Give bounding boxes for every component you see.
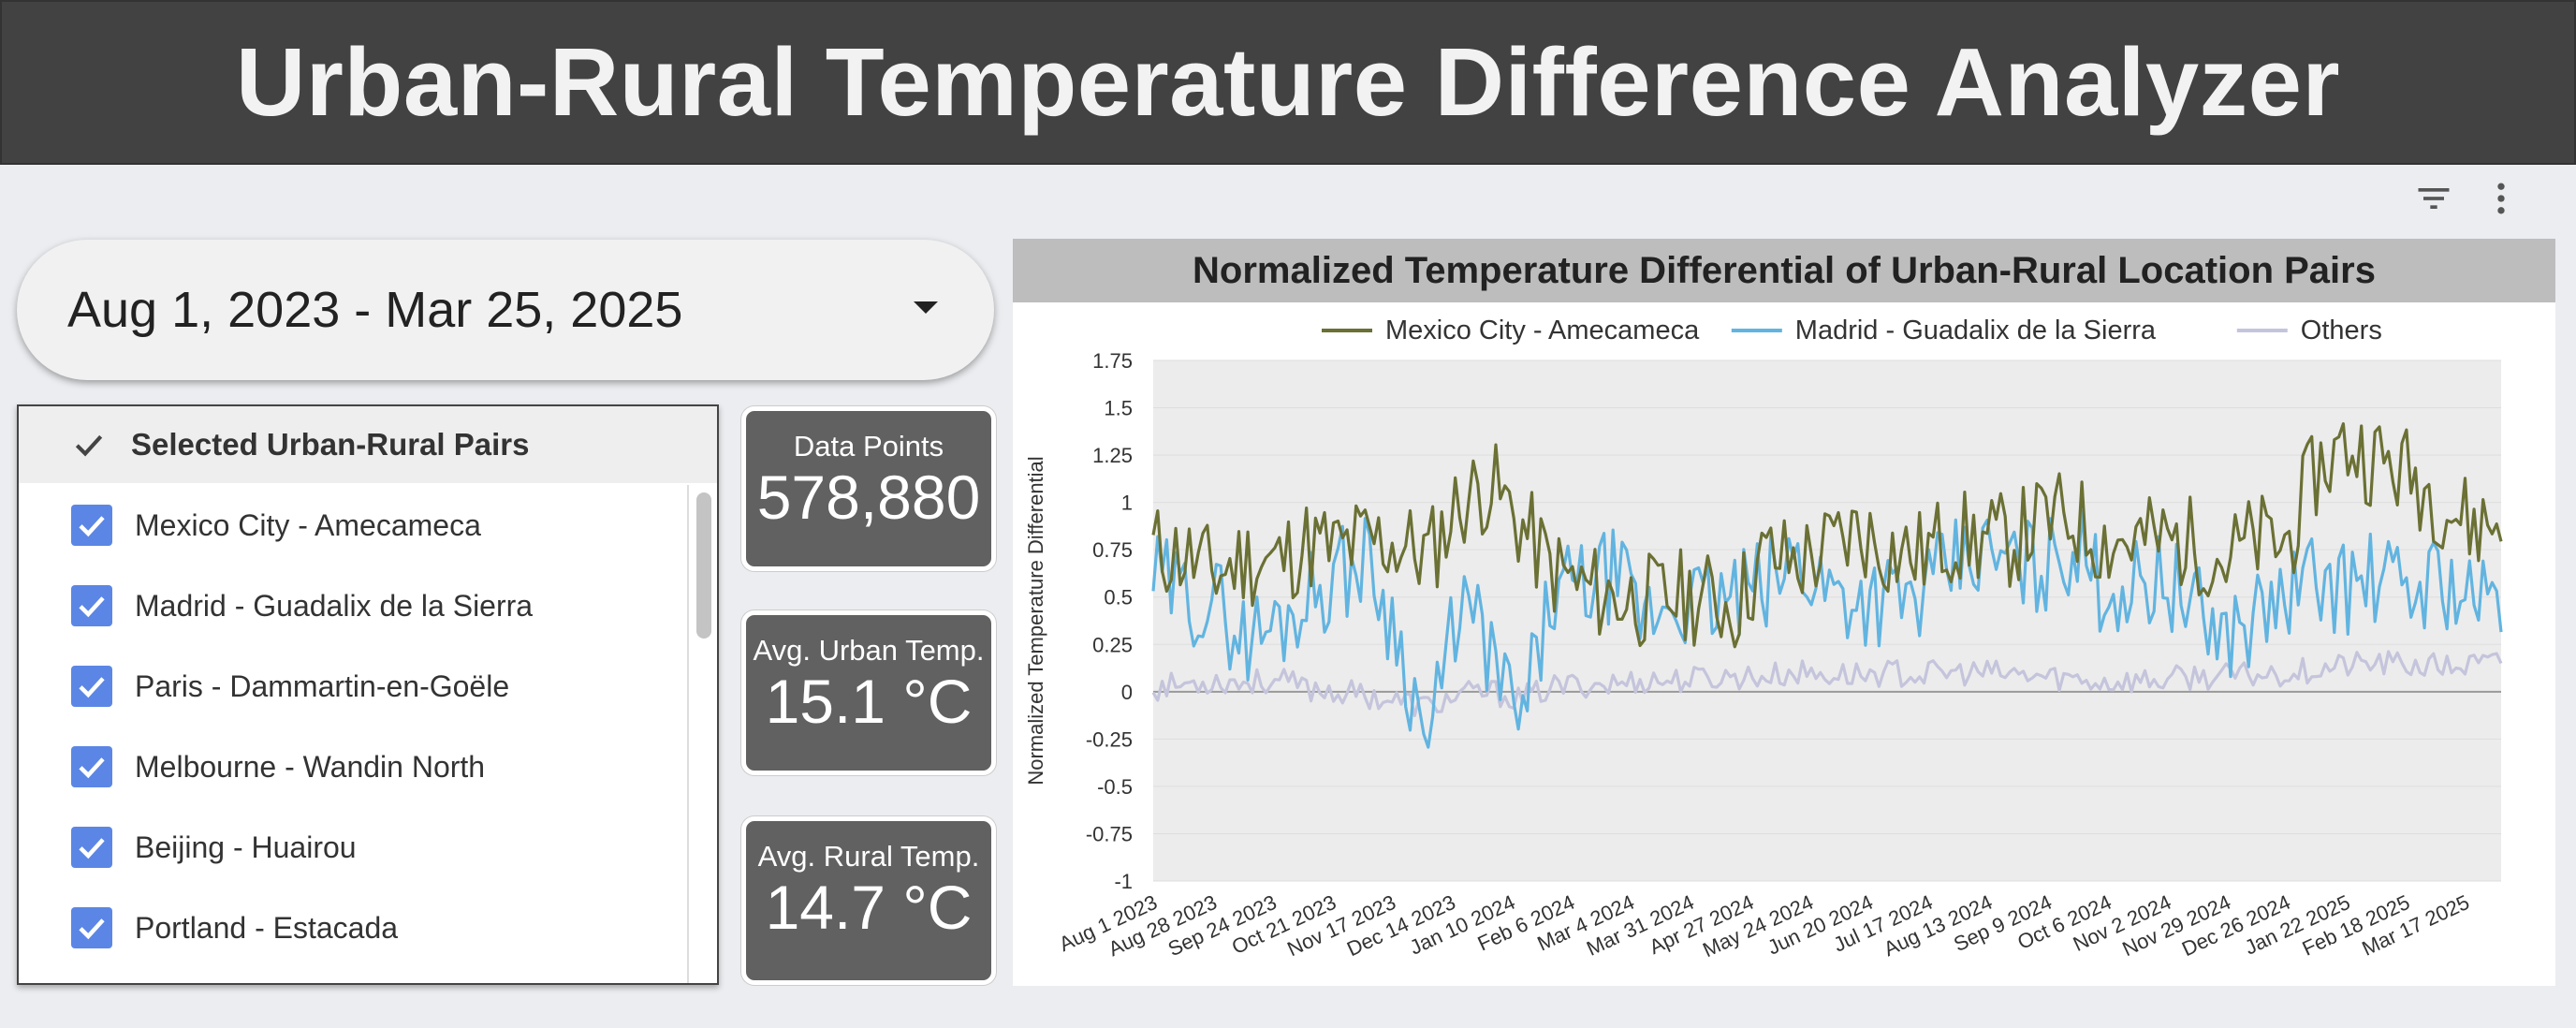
checkmark-icon: [79, 677, 105, 698]
y-tick-label: -0.5: [1097, 775, 1133, 799]
pair-item[interactable]: Paris - Dammartin-en-Goële: [19, 646, 685, 727]
pair-label: Melbourne - Wandin North: [135, 749, 486, 784]
app-header: Urban-Rural Temperature Difference Analy…: [0, 0, 2576, 165]
chart-title: Normalized Temperature Differential of U…: [1193, 249, 2376, 291]
pair-label: Paris - Dammartin-en-Goële: [135, 668, 510, 703]
pair-item[interactable]: Madrid - Guadalix de la Sierra: [19, 565, 685, 646]
pair-item[interactable]: Portland - Estacada: [19, 888, 685, 968]
pairs-selector: Selected Urban-Rural Pairs Mexico City -…: [17, 404, 719, 985]
legend-label: Madrid - Guadalix de la Sierra: [1795, 316, 2157, 345]
kpi-value: 15.1 °C: [765, 667, 973, 736]
more-vert-icon[interactable]: [2481, 178, 2522, 219]
pairs-title: Selected Urban-Rural Pairs: [131, 427, 530, 462]
chart-card: Normalized Temperature Differential of U…: [1013, 239, 2555, 986]
pair-label: Portland - Estacada: [135, 910, 399, 945]
legend-label: Others: [2301, 316, 2382, 345]
checkmark-icon: [79, 757, 105, 779]
series-line: [1151, 650, 2503, 717]
checkbox[interactable]: [71, 827, 112, 868]
chart-title-bar: Normalized Temperature Differential of U…: [1013, 239, 2555, 302]
scrollbar-thumb[interactable]: [696, 492, 711, 639]
checkmark-icon: [79, 918, 105, 940]
y-tick-label: -0.25: [1086, 727, 1133, 751]
dropdown-arrow-icon[interactable]: [914, 301, 938, 314]
checkmark-icon: [75, 434, 103, 457]
kpi-label: Avg. Rural Temp.: [757, 840, 980, 873]
checkmark-icon: [79, 838, 105, 859]
checkbox[interactable]: [71, 746, 112, 787]
kpi-avg-urban-temp: Avg. Urban Temp. 15.1 °C: [741, 610, 996, 775]
checkbox[interactable]: [71, 666, 112, 707]
kpi-avg-rural-temp: Avg. Rural Temp. 14.7 °C: [741, 816, 996, 985]
y-tick-label: 1: [1121, 492, 1133, 515]
y-tick-label: 0.75: [1092, 538, 1133, 562]
y-tick-label: 1.75: [1092, 349, 1133, 373]
series-line: [1151, 422, 2503, 649]
pair-item[interactable]: Melbourne - Wandin North: [19, 727, 685, 807]
date-range-picker[interactable]: Aug 1, 2023 - Mar 25, 2025: [17, 240, 994, 380]
y-tick-label: 0.25: [1092, 633, 1133, 656]
y-tick-label: -1: [1114, 870, 1133, 893]
plot-area: [1153, 360, 2501, 881]
y-tick-label: -0.75: [1086, 822, 1133, 845]
pair-label: Mexico City - Amecameca: [135, 507, 481, 542]
kpi-label: Avg. Urban Temp.: [753, 634, 985, 667]
pairs-header[interactable]: Selected Urban-Rural Pairs: [19, 406, 717, 483]
y-axis-label: Normalized Temperature Differential: [1024, 456, 1047, 785]
kpi-value: 14.7 °C: [765, 873, 973, 942]
checkbox[interactable]: [71, 907, 112, 948]
kpi-label: Data Points: [793, 430, 944, 463]
kpi-data-points: Data Points 578,880: [741, 406, 996, 571]
line-chart[interactable]: 1.75 1.5 1.25 1 0.75 0.5 0.25 0 -0.25 -0.5 -0.75 -1…: [1013, 302, 2555, 986]
series-line: [1151, 509, 2503, 749]
y-tick-label: 1.25: [1092, 444, 1133, 467]
scrollbar-track[interactable]: [687, 485, 689, 983]
kpi-value: 578,880: [756, 463, 981, 532]
checkmark-icon: [79, 596, 105, 618]
y-tick-label: 0: [1121, 681, 1133, 704]
y-tick-label: 1.5: [1104, 397, 1133, 420]
pair-item[interactable]: Beijing - Huairou: [19, 807, 685, 888]
checkmark-icon: [79, 516, 105, 537]
legend-label: Mexico City - Amecameca: [1385, 316, 1700, 345]
checkbox[interactable]: [71, 505, 112, 546]
app-title: Urban-Rural Temperature Difference Analy…: [235, 28, 2341, 136]
date-range-value: Aug 1, 2023 - Mar 25, 2025: [67, 282, 683, 338]
checkbox[interactable]: [71, 585, 112, 626]
pair-label: Beijing - Huairou: [135, 830, 357, 864]
pair-label: Madrid - Guadalix de la Sierra: [135, 588, 534, 623]
y-tick-label: 0.5: [1104, 586, 1133, 609]
pair-item-partial[interactable]: [19, 968, 685, 983]
pair-item[interactable]: Mexico City - Amecameca: [19, 485, 685, 565]
filter-icon[interactable]: [2413, 178, 2454, 219]
